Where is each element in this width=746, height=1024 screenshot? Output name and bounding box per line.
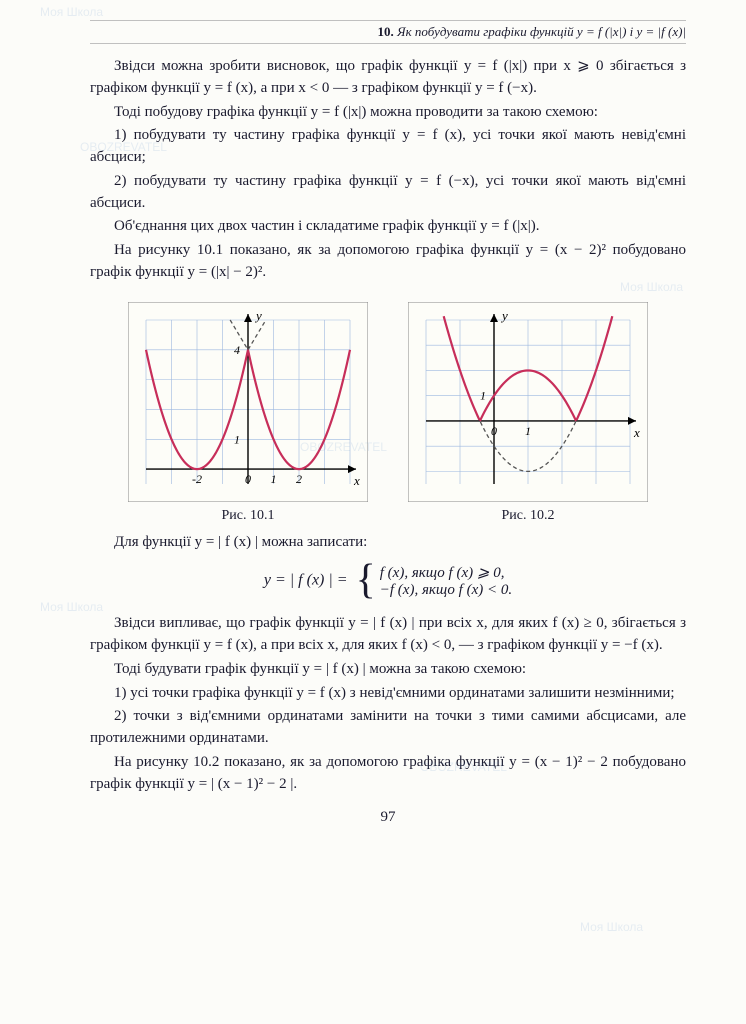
paragraph-11: 2) точки з від'ємними ординатами замінит… <box>90 706 686 750</box>
paragraph-3: 1) побудувати ту частину графіка функції… <box>90 125 686 169</box>
svg-text:4: 4 <box>234 342 240 356</box>
paragraph-7: Для функції y = | f (x) | можна записати… <box>90 532 686 554</box>
case-2: −f (x), якщо f (x) < 0. <box>380 582 512 599</box>
paragraph-2: Тоді побудову графіка функції y = f (|x|… <box>90 102 686 124</box>
chart-1-caption: Рис. 10.1 <box>222 508 275 524</box>
section-number: 10. <box>378 24 394 39</box>
watermark-text: Моя Школа <box>40 5 103 19</box>
svg-text:1: 1 <box>480 388 486 402</box>
svg-text:y: y <box>500 308 508 323</box>
chart-2-svg: 0 1 1 x y <box>408 302 648 502</box>
svg-text:0: 0 <box>245 472 251 486</box>
paragraph-5: Об'єднання цих двох частин і складатиме … <box>90 216 686 238</box>
chart-1-svg: -2 0 1 2 1 4 x y <box>128 302 368 502</box>
section-title: Як побудувати графіки функцій y = f (|x|… <box>397 24 686 39</box>
chart-2-box: 0 1 1 x y Рис. 10.2 <box>408 302 648 524</box>
chart-2-caption: Рис. 10.2 <box>502 508 555 524</box>
paragraph-1: Звідси можна зробити висновок, що графік… <box>90 56 686 100</box>
svg-text:1: 1 <box>271 472 277 486</box>
section-header: 10. Як побудувати графіки функцій y = f … <box>90 20 686 44</box>
brace-cases: f (x), якщо f (x) ⩾ 0, −f (x), якщо f (x… <box>380 563 512 599</box>
case-1: f (x), якщо f (x) ⩾ 0, <box>380 563 512 582</box>
paragraph-4: 2) побудувати ту частину графіка функції… <box>90 171 686 215</box>
svg-text:1: 1 <box>525 423 531 437</box>
brace-wrap: { f (x), якщо f (x) ⩾ 0, −f (x), якщо f … <box>352 563 513 599</box>
paragraph-12: На рисунку 10.2 показано, як за допомого… <box>90 752 686 796</box>
chart-1-box: -2 0 1 2 1 4 x y Рис. 10.1 <box>128 302 368 524</box>
svg-text:0: 0 <box>491 423 497 437</box>
svg-text:-2: -2 <box>192 472 202 486</box>
left-brace-icon: { <box>356 564 376 598</box>
page-number: 97 <box>90 809 686 826</box>
textbook-page: 10. Як побудувати графіки функцій y = f … <box>0 0 746 1024</box>
piecewise-lhs: y = | f (x) | = <box>264 572 348 589</box>
svg-text:x: x <box>633 424 640 439</box>
piecewise-equation: y = | f (x) | = { f (x), якщо f (x) ⩾ 0,… <box>90 563 686 599</box>
svg-text:1: 1 <box>234 432 240 446</box>
charts-container: -2 0 1 2 1 4 x y Рис. 10.1 0 1 1 x y Рис. 10.2 <box>90 302 686 524</box>
paragraph-6: На рисунку 10.1 показано, як за допомого… <box>90 240 686 284</box>
svg-text:x: x <box>353 473 360 488</box>
watermark-text: Моя Школа <box>580 920 643 934</box>
paragraph-8: Звідси випливає, що графік функції y = |… <box>90 613 686 657</box>
watermark-text: Моя Школа <box>40 600 103 614</box>
paragraph-10: 1) усі точки графіка функції y = f (x) з… <box>90 683 686 705</box>
svg-text:y: y <box>254 308 262 323</box>
svg-text:2: 2 <box>296 472 302 486</box>
paragraph-9: Тоді будувати графік функції y = | f (x)… <box>90 659 686 681</box>
